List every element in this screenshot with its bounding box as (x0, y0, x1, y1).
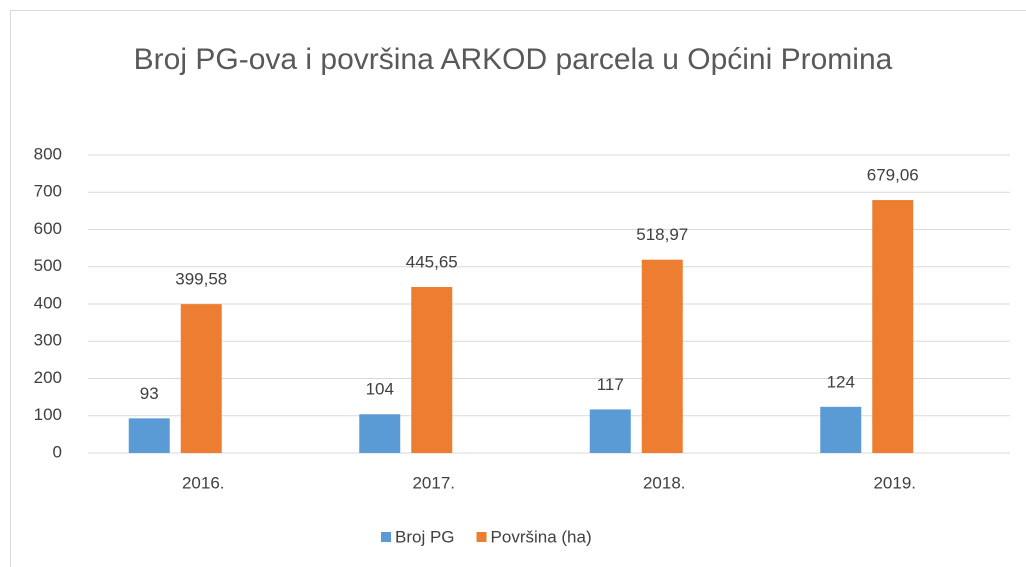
bar (872, 200, 914, 453)
data-label: 124 (827, 372, 855, 391)
y-tick-label: 500 (34, 256, 62, 275)
y-tick-label: 400 (34, 293, 62, 312)
chart-title: Broj PG-ova i površina ARKOD parcela u O… (133, 43, 893, 76)
legend-swatch (476, 532, 487, 542)
y-tick-label: 600 (34, 219, 62, 238)
bar (411, 286, 453, 453)
bar (180, 304, 222, 453)
bar (128, 418, 170, 453)
legend-label: Broj PG (395, 527, 455, 546)
y-tick-label: 100 (34, 405, 62, 424)
legend-swatch (381, 532, 391, 542)
x-tick-label: 2016. (182, 473, 225, 492)
data-label: 518,97 (636, 225, 688, 244)
y-tick-label: 300 (34, 331, 62, 350)
y-tick-label: 0 (53, 442, 62, 461)
bar (641, 259, 683, 453)
bar (589, 409, 631, 453)
x-tick-label: 2018. (643, 473, 686, 492)
y-tick-label: 700 (34, 182, 62, 201)
chart-border (10, 10, 1026, 567)
data-label: 93 (140, 384, 159, 403)
y-tick-label: 800 (34, 144, 62, 163)
y-tick-label: 200 (34, 368, 62, 387)
data-label: 679,06 (867, 166, 919, 185)
data-label: 445,65 (406, 252, 458, 271)
bar (359, 414, 401, 453)
legend-label: Površina (ha) (491, 527, 592, 546)
x-tick-label: 2017. (412, 473, 455, 492)
data-label: 399,58 (175, 270, 227, 289)
data-label: 104 (366, 380, 394, 399)
x-tick-label: 2019. (873, 473, 916, 492)
bar (820, 406, 862, 453)
data-label: 117 (597, 375, 624, 394)
